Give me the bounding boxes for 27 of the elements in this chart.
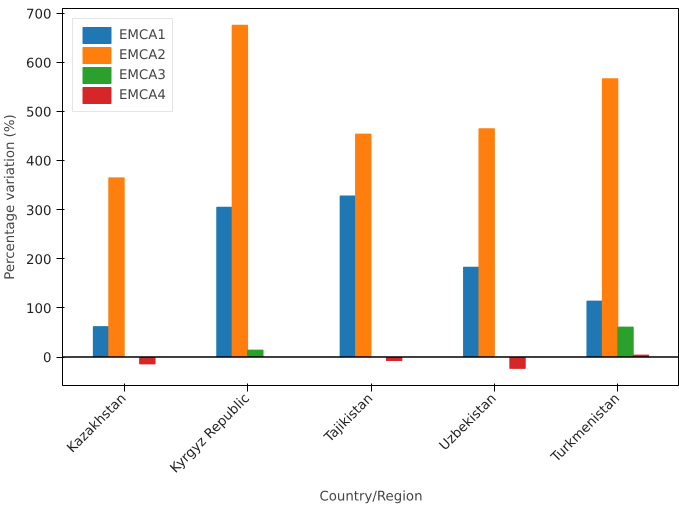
y-tick-label: 600 bbox=[26, 56, 52, 72]
bar bbox=[340, 196, 356, 358]
y-tick-label: 400 bbox=[26, 154, 52, 170]
y-tick-label: 100 bbox=[26, 302, 52, 317]
bar bbox=[478, 128, 495, 358]
bar bbox=[355, 134, 372, 358]
y-tick-label: 300 bbox=[26, 204, 52, 219]
bar bbox=[617, 326, 634, 358]
y-tick-label: 200 bbox=[26, 252, 52, 268]
legend-label: EMCA3 bbox=[119, 68, 166, 82]
bar bbox=[216, 206, 233, 358]
y-tick-label: 500 bbox=[26, 106, 52, 121]
legend-label: EMCA1 bbox=[119, 28, 166, 42]
bar bbox=[509, 356, 526, 369]
legend-label: EMCA2 bbox=[119, 48, 166, 62]
bar bbox=[232, 24, 248, 358]
bar bbox=[92, 326, 110, 358]
y-tick-label: 0 bbox=[43, 351, 52, 366]
x-axis-title: Country/Region bbox=[319, 490, 423, 505]
y-axis-title: Percentage variation (%) bbox=[3, 114, 18, 280]
bar bbox=[108, 177, 125, 358]
bar bbox=[247, 350, 264, 358]
bar bbox=[586, 300, 603, 358]
bar bbox=[463, 266, 480, 358]
y-tick-label: 700 bbox=[26, 7, 52, 22]
bar bbox=[602, 78, 618, 358]
legend-label: EMCA4 bbox=[119, 88, 166, 102]
